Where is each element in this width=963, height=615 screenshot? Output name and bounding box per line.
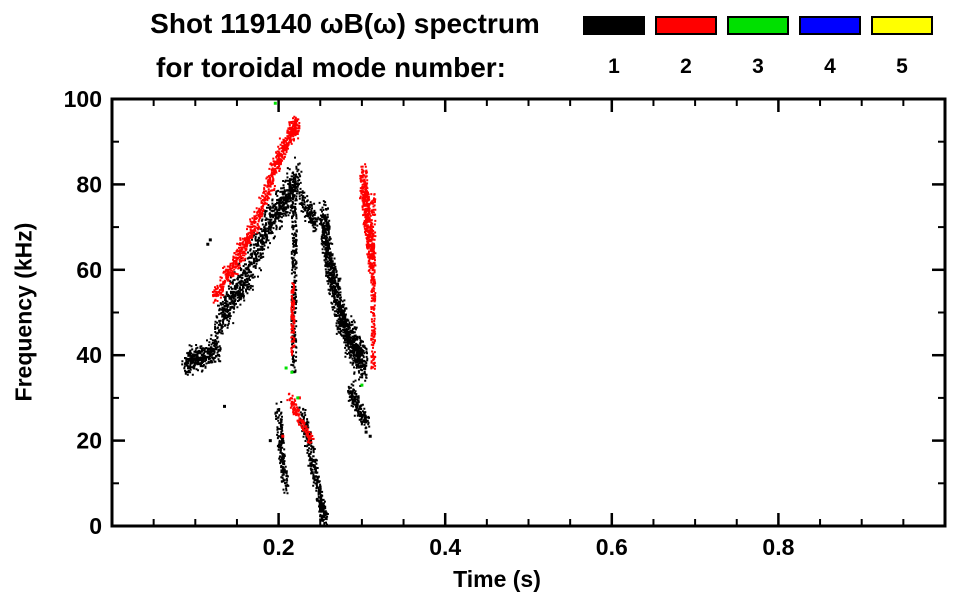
svg-text:0.2: 0.2: [263, 534, 295, 560]
legend-mode-number: 1: [608, 55, 620, 78]
svg-text:0: 0: [89, 513, 102, 539]
legend-entry: 3: [727, 16, 789, 77]
legend-swatch: [727, 16, 789, 35]
svg-text:60: 60: [76, 257, 102, 283]
svg-text:80: 80: [76, 171, 102, 197]
x-axis-label: Time (s): [453, 566, 541, 592]
svg-text:0.8: 0.8: [762, 534, 794, 560]
legend-mode-number: 4: [824, 55, 836, 78]
legend-mode-number: 5: [896, 55, 908, 78]
legend-mode-number: 2: [680, 55, 692, 78]
legend-swatch: [871, 16, 933, 35]
y-axis-label: Frequency (kHz): [10, 222, 37, 402]
figure-title: Shot 119140 ωB(ω) spectrum: [150, 8, 540, 39]
svg-text:40: 40: [76, 342, 102, 368]
svg-text:100: 100: [64, 86, 102, 112]
legend-entry: 2: [655, 16, 717, 77]
legend-entry: 4: [799, 16, 861, 77]
legend-mode-number: 3: [752, 55, 764, 78]
svg-text:0.4: 0.4: [429, 534, 461, 560]
figure-subtitle: for toroidal mode number:: [156, 52, 506, 83]
svg-text:0.6: 0.6: [596, 534, 628, 560]
legend-swatch: [583, 16, 645, 35]
legend-entry: 1: [583, 16, 645, 77]
legend-entry: 5: [871, 16, 933, 77]
legend-swatch: [655, 16, 717, 35]
mode-legend: 1 2 3 4 5: [583, 16, 933, 77]
legend-swatch: [799, 16, 861, 35]
svg-text:20: 20: [76, 428, 102, 454]
